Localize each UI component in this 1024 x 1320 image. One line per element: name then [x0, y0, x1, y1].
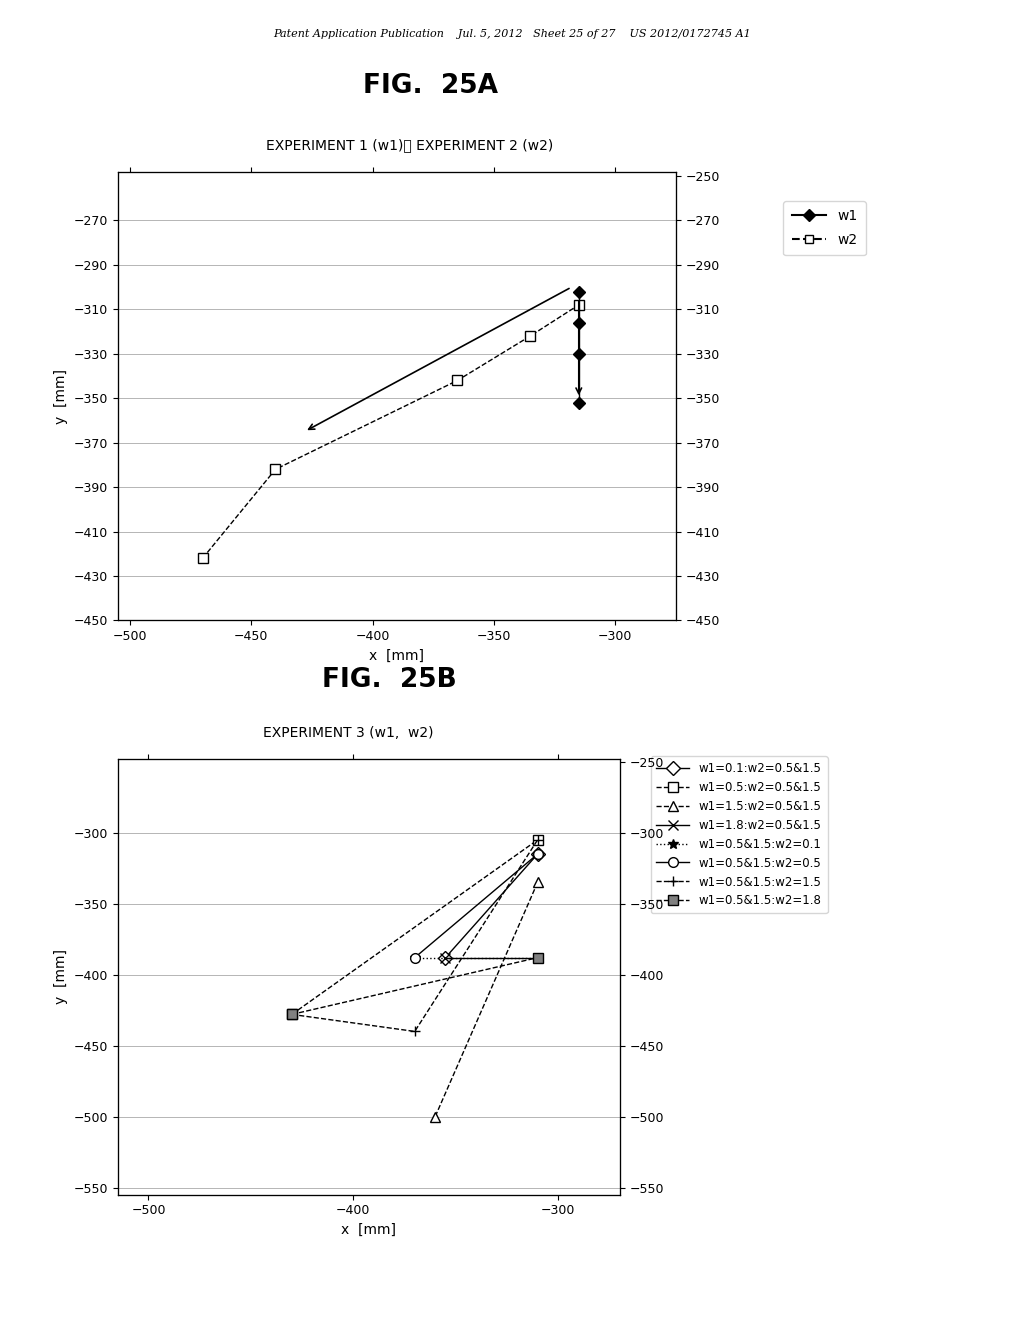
Line: w1=1.8:w2=0.5&1.5: w1=1.8:w2=0.5&1.5	[440, 953, 543, 962]
w1=0.5&1.5:w2=1.5	[286, 1006, 298, 1022]
w1=0.5&1.5:w2=0.1	[531, 949, 544, 965]
w1=0.5&1.5:w2=0.5	[409, 949, 421, 965]
Line: w1=0.5&1.5:w2=0.1: w1=0.5&1.5:w2=0.1	[410, 953, 543, 962]
Line: w1=1.5:w2=0.5&1.5: w1=1.5:w2=0.5&1.5	[430, 878, 543, 1122]
w1=0.5&1.5:w2=1.5	[531, 832, 544, 847]
w1=0.1:w2=0.5&1.5	[439, 949, 452, 965]
w1=0.5&1.5:w2=1.5	[409, 1023, 421, 1039]
w1=0.1:w2=0.5&1.5	[531, 846, 544, 862]
w1=0.5:w2=0.5&1.5	[531, 832, 544, 847]
Legend: w1=0.1:w2=0.5&1.5, w1=0.5:w2=0.5&1.5, w1=1.5:w2=0.5&1.5, w1=1.8:w2=0.5&1.5, w1=0: w1=0.1:w2=0.5&1.5, w1=0.5:w2=0.5&1.5, w1…	[650, 756, 827, 913]
Line: w1=0.5&1.5:w2=0.5: w1=0.5&1.5:w2=0.5	[410, 849, 543, 962]
w1=1.5:w2=0.5&1.5	[531, 875, 544, 891]
Line: w1=0.1:w2=0.5&1.5: w1=0.1:w2=0.5&1.5	[440, 849, 543, 962]
w1=0.5&1.5:w2=1.8	[531, 949, 544, 965]
X-axis label: x  [mm]: x [mm]	[370, 648, 424, 663]
X-axis label: x  [mm]: x [mm]	[341, 1222, 396, 1237]
Text: EXPERIMENT 3 (w1,  w2): EXPERIMENT 3 (w1, w2)	[263, 726, 433, 741]
Y-axis label: y  [mm]: y [mm]	[54, 368, 69, 424]
w1=0.5&1.5:w2=0.1	[409, 949, 421, 965]
Line: w1=0.5&1.5:w2=1.8: w1=0.5&1.5:w2=1.8	[287, 953, 543, 1019]
Text: Patent Application Publication    Jul. 5, 2012   Sheet 25 of 27    US 2012/01727: Patent Application Publication Jul. 5, 2…	[273, 29, 751, 40]
w1=1.8:w2=0.5&1.5	[531, 949, 544, 965]
Text: FIG.  25B: FIG. 25B	[322, 667, 457, 693]
w1=1.5:w2=0.5&1.5	[429, 1109, 441, 1125]
Line: w1=0.5&1.5:w2=1.5: w1=0.5&1.5:w2=1.5	[287, 836, 543, 1036]
Y-axis label: y  [mm]: y [mm]	[54, 949, 68, 1005]
Text: EXPERIMENT 1 (w1)。 EXPERIMENT 2 (w2): EXPERIMENT 1 (w1)。 EXPERIMENT 2 (w2)	[266, 139, 553, 153]
Text: FIG.  25A: FIG. 25A	[362, 73, 498, 99]
Line: w1=0.5:w2=0.5&1.5: w1=0.5:w2=0.5&1.5	[287, 836, 543, 1019]
w1=0.5&1.5:w2=1.8	[286, 1006, 298, 1022]
Legend: w1, w2: w1, w2	[783, 201, 866, 255]
w1=0.5:w2=0.5&1.5	[286, 1006, 298, 1022]
w1=0.5&1.5:w2=0.5	[531, 846, 544, 862]
w1=1.8:w2=0.5&1.5	[439, 949, 452, 965]
